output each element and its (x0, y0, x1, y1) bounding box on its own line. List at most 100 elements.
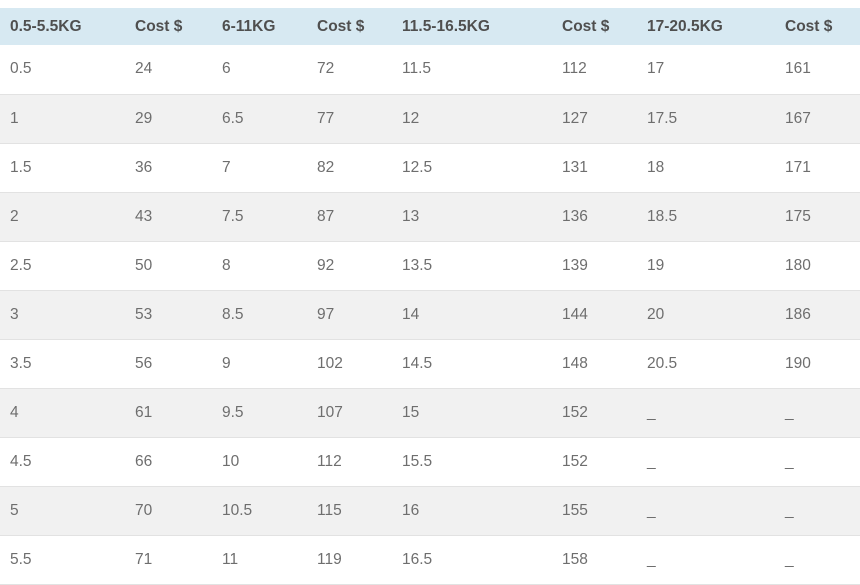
table-cell: 87 (307, 192, 392, 242)
table-cell: 56 (125, 339, 212, 389)
table-cell: 77 (307, 94, 392, 144)
table-row: 3.5 56 9 102 14.5 148 20.5 190 (0, 339, 860, 389)
table-cell: 61 (125, 388, 212, 438)
table-cell: 2 (0, 192, 125, 242)
table-cell: 152 (552, 388, 637, 438)
table-row: 2 43 7.5 87 13 136 18.5 175 (0, 192, 860, 242)
table-cell: 11.5 (392, 45, 552, 95)
table-cell: 112 (307, 437, 392, 487)
table-cell: 8.5 (212, 290, 307, 340)
header-cell: 17-20.5KG (637, 8, 775, 45)
shipping-rate-table: 0.5-5.5KG Cost $6-11KG Cost $11.5-16.5KG Co… (0, 8, 860, 585)
table-cell: _ (775, 437, 860, 487)
table-cell: 71 (125, 535, 212, 585)
table-cell: _ (775, 486, 860, 536)
table-cell: 3 (0, 290, 125, 340)
table-cell: _ (637, 437, 775, 487)
table-cell: 53 (125, 290, 212, 340)
table-cell: 16 (392, 486, 552, 536)
table-cell: 12 (392, 94, 552, 144)
table-cell: 9 (212, 339, 307, 389)
table-cell: 50 (125, 241, 212, 291)
header-cell: 6-11KG (212, 8, 307, 45)
table-row: 4 61 9.5 107 15 152 _ _ (0, 388, 860, 438)
table-cell: 11 (212, 535, 307, 585)
table-cell: 127 (552, 94, 637, 144)
table-row: 2.5 50 8 92 13.5 139 19 180 (0, 241, 860, 291)
table-cell: 20.5 (637, 339, 775, 389)
table-cell: 20 (637, 290, 775, 340)
table-cell: 10 (212, 437, 307, 487)
table-cell: 4.5 (0, 437, 125, 487)
table-row: 3 53 8.5 97 14 144 20 186 (0, 290, 860, 340)
table-cell: 24 (125, 45, 212, 95)
table-cell: 186 (775, 290, 860, 340)
table-cell: 136 (552, 192, 637, 242)
table-cell: 17.5 (637, 94, 775, 144)
table-cell: 2.5 (0, 241, 125, 291)
table-cell: 14.5 (392, 339, 552, 389)
table-cell: 131 (552, 143, 637, 193)
table-row: 0.5 24 6 72 11.5 112 17 161 (0, 45, 860, 95)
table-cell: 190 (775, 339, 860, 389)
table-cell: 119 (307, 535, 392, 585)
header-cell: Cost $ (125, 8, 212, 45)
table-cell: _ (775, 388, 860, 438)
table-cell: 16.5 (392, 535, 552, 585)
table-cell: 5.5 (0, 535, 125, 585)
table-cell: 14 (392, 290, 552, 340)
table-cell: 180 (775, 241, 860, 291)
rate-table-header: 0.5-5.5KG Cost $6-11KG Cost $11.5-16.5KG Co… (0, 8, 860, 45)
table-cell: _ (637, 535, 775, 585)
table-cell: _ (775, 535, 860, 585)
table-cell: _ (637, 388, 775, 438)
shipping-rate-table-wrap: 0.5-5.5KG Cost $6-11KG Cost $11.5-16.5KG Co… (0, 8, 860, 585)
table-cell: 17 (637, 45, 775, 95)
table-cell: 18.5 (637, 192, 775, 242)
table-cell: 1.5 (0, 143, 125, 193)
table-cell: 107 (307, 388, 392, 438)
header-cell: 11.5-16.5KG (392, 8, 552, 45)
table-cell: 115 (307, 486, 392, 536)
table-cell: 112 (552, 45, 637, 95)
header-cell: Cost $ (307, 8, 392, 45)
table-cell: 6 (212, 45, 307, 95)
header-cell: 0.5-5.5KG (0, 8, 125, 45)
header-cell: Cost $ (775, 8, 860, 45)
table-cell: 13.5 (392, 241, 552, 291)
table-cell: 13 (392, 192, 552, 242)
table-cell: 161 (775, 45, 860, 95)
table-cell: 97 (307, 290, 392, 340)
table-cell: 139 (552, 241, 637, 291)
table-cell: _ (637, 486, 775, 536)
table-row: 4.5 66 10 112 15.5 152 _ _ (0, 437, 860, 487)
table-cell: 18 (637, 143, 775, 193)
table-cell: 70 (125, 486, 212, 536)
table-row: 5 70 10.5 115 16 155 _ _ (0, 486, 860, 536)
table-cell: 29 (125, 94, 212, 144)
table-cell: 15.5 (392, 437, 552, 487)
table-cell: 7.5 (212, 192, 307, 242)
table-cell: 148 (552, 339, 637, 389)
table-row: 1 29 6.5 77 12 127 17.5 167 (0, 94, 860, 144)
table-cell: 1 (0, 94, 125, 144)
rate-table-body: 0.5 24 6 72 11.5 112 17 161 1 29 6.5 77 12 127 17.5 167… (0, 45, 860, 585)
table-cell: 0.5 (0, 45, 125, 95)
table-row: 1.5 36 7 82 12.5 131 18 171 (0, 143, 860, 193)
table-cell: 102 (307, 339, 392, 389)
table-cell: 43 (125, 192, 212, 242)
header-cell: Cost $ (552, 8, 637, 45)
table-cell: 82 (307, 143, 392, 193)
table-cell: 36 (125, 143, 212, 193)
table-cell: 4 (0, 388, 125, 438)
table-cell: 92 (307, 241, 392, 291)
table-cell: 155 (552, 486, 637, 536)
table-cell: 5 (0, 486, 125, 536)
table-cell: 175 (775, 192, 860, 242)
table-cell: 167 (775, 94, 860, 144)
table-cell: 171 (775, 143, 860, 193)
table-cell: 152 (552, 437, 637, 487)
table-cell: 7 (212, 143, 307, 193)
table-cell: 6.5 (212, 94, 307, 144)
table-row: 5.5 71 11 119 16.5 158 _ _ (0, 535, 860, 585)
